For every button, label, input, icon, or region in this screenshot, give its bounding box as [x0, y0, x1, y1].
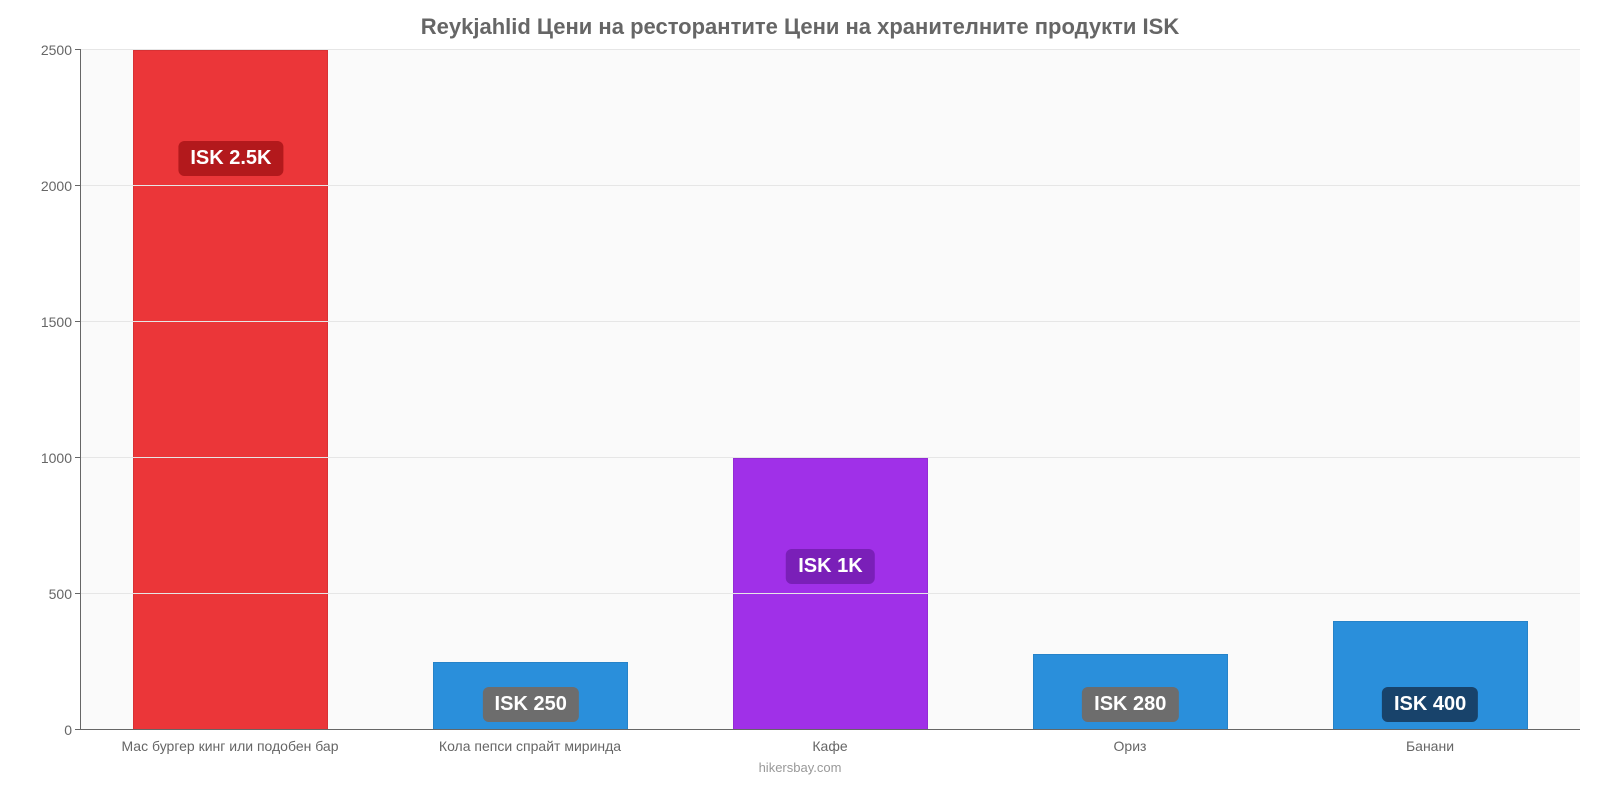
grid-line	[81, 457, 1580, 458]
value-badge: ISK 1K	[786, 549, 874, 584]
value-badge: ISK 2.5K	[178, 141, 283, 176]
bar-slot: ISK 1K	[681, 50, 981, 730]
bar-slot: ISK 280	[980, 50, 1280, 730]
grid-line	[81, 321, 1580, 322]
grid-line	[81, 593, 1580, 594]
bar: ISK 1K	[733, 458, 928, 730]
value-badge: ISK 280	[1082, 687, 1178, 722]
x-axis: Мас бургер кинг или подобен барКола пепс…	[80, 730, 1580, 754]
bar: ISK 280	[1033, 654, 1228, 730]
plot-area: ISK 2.5K ISK 250 ISK 1K ISK 280 ISK 400	[80, 50, 1580, 730]
x-tick-label: Банани	[1280, 730, 1580, 754]
x-tick-label: Мас бургер кинг или подобен бар	[80, 730, 380, 754]
chart-title: Reykjahlid Цени на ресторантите Цени на …	[20, 0, 1580, 50]
x-tick-label: Ориз	[980, 730, 1280, 754]
plot-row: 05001000150020002500 ISK 2.5KISK 250ISK …	[20, 50, 1580, 730]
bar: ISK 250	[433, 662, 628, 730]
grid-line	[81, 185, 1580, 186]
y-tick-label: 1000	[41, 450, 72, 466]
baseline	[81, 729, 1580, 730]
value-badge: ISK 250	[483, 687, 579, 722]
x-tick-label: Кола пепси спрайт миринда	[380, 730, 680, 754]
grid-line	[81, 49, 1580, 50]
y-tick-label: 500	[49, 586, 72, 602]
chart-container: Reykjahlid Цени на ресторантите Цени на …	[0, 0, 1600, 800]
bar: ISK 400	[1333, 621, 1528, 730]
bar-slot: ISK 2.5K	[81, 50, 381, 730]
bar-slot: ISK 400	[1280, 50, 1580, 730]
y-tick-label: 2000	[41, 178, 72, 194]
bars-layer: ISK 2.5K ISK 250 ISK 1K ISK 280 ISK 400	[81, 50, 1580, 730]
y-axis: 05001000150020002500	[20, 50, 80, 730]
bar: ISK 2.5K	[133, 50, 328, 730]
bar-slot: ISK 250	[381, 50, 681, 730]
y-tick-label: 1500	[41, 314, 72, 330]
y-tick-label: 2500	[41, 42, 72, 58]
y-tick-label: 0	[64, 722, 72, 738]
x-tick-label: Кафе	[680, 730, 980, 754]
value-badge: ISK 400	[1382, 687, 1478, 722]
chart-footer: hikersbay.com	[20, 754, 1580, 775]
